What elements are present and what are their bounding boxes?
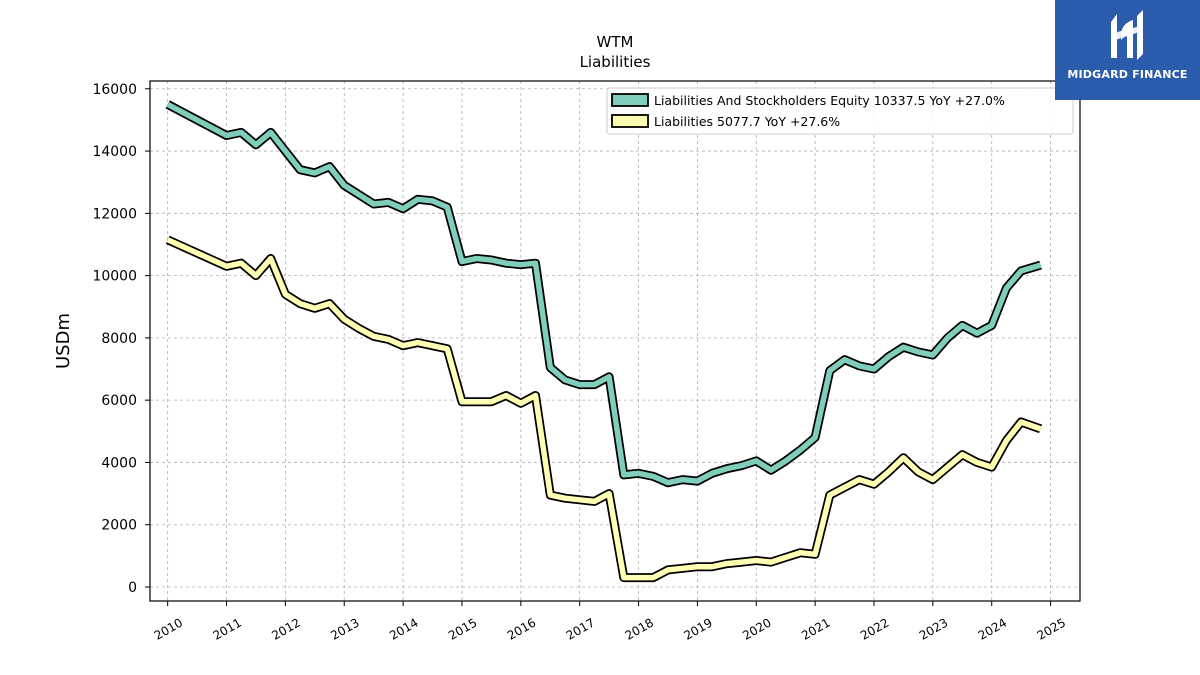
legend-swatch <box>611 114 649 128</box>
legend-entry: Liabilities And Stockholders Equity 1033… <box>654 93 1005 108</box>
x-tick-label: 2019 <box>681 615 714 642</box>
y-tick-label: 6000 <box>101 393 137 409</box>
chart-subtitle: Liabilities <box>580 53 651 71</box>
legend-box <box>606 87 1074 135</box>
legend: Liabilities And Stockholders Equity 1033… <box>606 87 1074 135</box>
series-line <box>166 101 1042 486</box>
y-axis-label: USDm <box>53 313 74 369</box>
brand-logo: MIDGARD FINANCE <box>1055 0 1200 100</box>
x-tick-label: 2023 <box>917 615 950 642</box>
y-axis: 0 2000 4000 6000 8000 10000 12000 14000 16000 <box>92 82 150 596</box>
x-tick-label: 2015 <box>446 615 479 642</box>
x-tick-label: 2018 <box>623 615 656 642</box>
x-tick-label: 2021 <box>799 615 832 642</box>
x-tick-label: 2012 <box>269 615 302 642</box>
y-tick-label: 14000 <box>92 144 137 160</box>
legend-entry: Liabilities 5077.7 YoY +27.6% <box>654 114 840 129</box>
y-tick-label: 10000 <box>92 269 137 285</box>
y-tick-label: 4000 <box>101 455 137 471</box>
x-tick-label: 2022 <box>858 615 891 642</box>
x-tick-label: 2010 <box>152 615 185 642</box>
x-tick-label: 2011 <box>211 615 244 642</box>
legend-swatch <box>611 93 649 107</box>
x-tick-label: 2013 <box>328 615 361 642</box>
x-tick-label: 2016 <box>505 615 538 642</box>
plot-frame <box>149 80 1081 602</box>
series-line-outline <box>165 100 1042 488</box>
y-tick-label: 16000 <box>92 82 137 98</box>
y-tick-label: 12000 <box>92 206 137 222</box>
y-tick-label: 2000 <box>101 518 137 534</box>
x-axis: 2010 2011 2012 2013 2014 2015 2016 2017 2018 2019… <box>152 601 1068 643</box>
x-tick-label: 2025 <box>1035 615 1068 642</box>
y-tick-label: 0 <box>128 580 137 596</box>
x-tick-label: 2020 <box>740 615 773 642</box>
y-tick-label: 8000 <box>101 331 137 347</box>
logo-text: MIDGARD FINANCE <box>1067 68 1188 81</box>
x-tick-label: 2014 <box>387 615 420 642</box>
logo-mark-icon <box>1111 10 1143 60</box>
series-lines <box>165 100 1043 583</box>
x-tick-label: 2024 <box>976 615 1009 642</box>
series-line <box>166 237 1042 581</box>
series-line-outline <box>165 235 1043 583</box>
chart-title: WTM <box>597 33 634 51</box>
x-tick-label: 2017 <box>564 615 597 642</box>
